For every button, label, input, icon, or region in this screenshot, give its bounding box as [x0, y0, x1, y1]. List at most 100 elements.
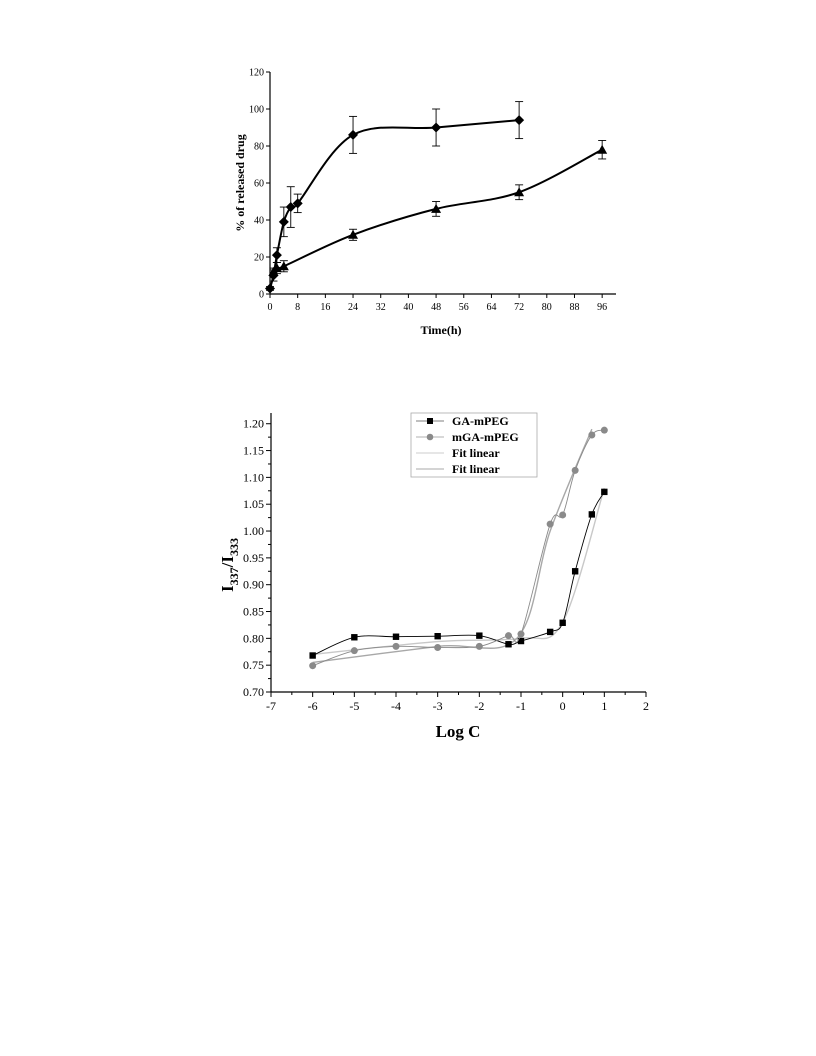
square-marker — [546, 628, 554, 636]
square-marker — [392, 633, 400, 640]
triangle-marker — [597, 144, 608, 154]
circle-marker — [309, 662, 317, 670]
cmc-chart-xlabel: Log C — [436, 722, 481, 741]
circle-marker — [505, 632, 512, 640]
legend-label-2: mGA-mPEG — [452, 430, 519, 444]
diamond-marker — [292, 198, 303, 209]
square-marker — [505, 641, 512, 648]
circle-marker — [434, 643, 442, 651]
x-tick-label: 40 — [403, 302, 413, 313]
x-tick-label: 2 — [643, 699, 649, 713]
legend-label-1: GA-mPEG — [452, 414, 509, 428]
y-tick-label: 0.95 — [243, 551, 264, 565]
circle-marker — [517, 630, 525, 638]
y-tick-label: 100 — [249, 105, 264, 116]
x-tick-label: 48 — [431, 302, 441, 313]
fit-line-4 — [312, 428, 593, 664]
circle-marker — [546, 520, 554, 528]
series-line-1 — [312, 491, 605, 656]
y-tick-label: 0.85 — [243, 605, 264, 619]
cmc-chart-ylabel: I337/I333 — [218, 538, 241, 592]
circle-marker — [600, 426, 608, 434]
square-marker — [351, 634, 358, 641]
diamond-marker — [271, 250, 282, 261]
release-chart-ticks: 0 20 40 60 80 100 120 0 8 16 24 32 40 48 56 64 72 80 88 96 — [249, 68, 607, 314]
y-tick-label: 1.05 — [243, 497, 264, 511]
diamond-marker — [514, 115, 525, 126]
y-tick-label: 0.75 — [243, 658, 264, 672]
x-tick-label: -7 — [266, 699, 276, 713]
square-marker — [559, 619, 566, 626]
circle-marker — [571, 466, 579, 474]
legend-label-3: Fit linear — [452, 446, 500, 460]
y-tick-label: 1.10 — [243, 470, 264, 484]
series-1-line — [269, 119, 520, 289]
y-tick-label: 0 — [259, 290, 264, 301]
square-marker — [309, 652, 316, 659]
legend-circle-marker — [426, 433, 434, 441]
release-chart-axes — [269, 72, 616, 295]
triangle-marker — [431, 203, 442, 213]
x-tick-label: 64 — [486, 302, 496, 313]
y-tick-label: 0.80 — [243, 631, 264, 645]
x-tick-label: 16 — [320, 302, 330, 313]
x-tick-label: -6 — [308, 699, 318, 713]
square-marker — [476, 632, 483, 639]
diamond-marker — [278, 216, 289, 227]
y-tick-label: 1.15 — [243, 444, 264, 458]
diamond-marker — [265, 283, 275, 294]
square-marker — [588, 511, 596, 518]
triangle-marker — [278, 261, 289, 271]
y-tick-label: 80 — [254, 142, 264, 153]
legend-label-4: Fit linear — [452, 462, 500, 476]
y-tick-label: 20 — [254, 253, 264, 264]
x-tick-label: 0 — [560, 699, 566, 713]
diamond-marker — [348, 129, 359, 140]
triangle-marker — [348, 229, 359, 239]
cmc-chart-legend: GA-mPEG mGA-mPEG Fit linear Fit linear — [410, 412, 538, 478]
x-tick-label: -2 — [474, 699, 484, 713]
x-tick-label: -1 — [516, 699, 526, 713]
square-marker — [571, 568, 579, 575]
cmc-chart-series — [309, 426, 608, 670]
release-chart-series — [265, 101, 608, 294]
circle-marker — [559, 511, 567, 519]
circle-marker — [588, 431, 596, 439]
release-chart-xlabel: Time(h) — [420, 323, 461, 337]
x-tick-label: 24 — [348, 302, 358, 313]
diamond-marker — [285, 202, 296, 213]
x-tick-label: 72 — [514, 302, 524, 313]
x-tick-label: -3 — [433, 699, 443, 713]
y-tick-label: 0.70 — [243, 685, 264, 699]
x-tick-label: 80 — [542, 302, 552, 313]
y-tick-label: 40 — [254, 216, 264, 227]
x-tick-label: 0 — [268, 302, 273, 313]
square-marker — [601, 488, 608, 496]
cmc-chart-ticks: 0.70 0.75 0.80 0.85 0.90 0.95 1.00 1.05 1.10 1.15… — [243, 417, 649, 713]
x-tick-label: 8 — [295, 302, 300, 313]
square-marker — [434, 633, 441, 640]
legend-square-marker — [427, 418, 433, 424]
y-tick-label: 120 — [249, 68, 264, 79]
y-tick-label: 60 — [254, 179, 264, 190]
square-marker — [517, 637, 525, 645]
x-tick-label: 96 — [597, 302, 607, 313]
x-tick-label: -5 — [349, 699, 359, 713]
x-tick-label: 56 — [459, 302, 469, 313]
diamond-marker — [431, 122, 442, 133]
y-tick-label: 1.20 — [243, 417, 264, 431]
x-tick-label: -4 — [391, 699, 401, 713]
x-tick-label: 1 — [601, 699, 607, 713]
x-tick-label: 32 — [376, 302, 386, 313]
circle-marker — [392, 642, 400, 650]
y-tick-label: 0.90 — [243, 578, 264, 592]
release-chart-ylabel: % of released drug — [233, 134, 247, 231]
circle-marker — [350, 647, 358, 655]
x-tick-label: 88 — [569, 302, 579, 313]
circle-marker — [475, 642, 483, 650]
cmc-chart: 0.70 0.75 0.80 0.85 0.90 0.95 1.00 1.05 1.10 1.15… — [218, 412, 649, 741]
y-tick-label: 1.00 — [243, 524, 264, 538]
triangle-marker — [514, 187, 525, 197]
